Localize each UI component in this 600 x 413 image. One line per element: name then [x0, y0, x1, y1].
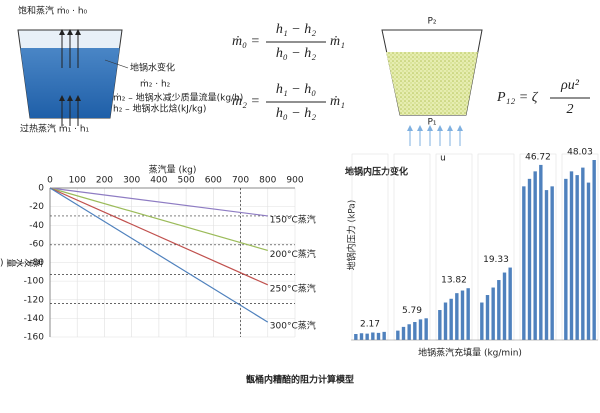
x-tick-label: 400 [150, 176, 167, 186]
bar [533, 171, 537, 340]
right-vessel [381, 29, 483, 146]
series-line [49, 187, 269, 323]
top-label: 饱和蒸汽 ṁ₀ · h₀ [18, 5, 88, 17]
series-line [49, 187, 269, 286]
bar [564, 178, 568, 340]
series-label: 200°C蒸汽 [270, 248, 316, 260]
bar [497, 280, 501, 340]
denominator: 2 [567, 102, 574, 117]
numerator: h₁ − h₂ [276, 22, 316, 37]
y-tick-label: -160 [24, 333, 45, 343]
value-label: 46.72 [525, 152, 551, 162]
y-axis-title: 地锅内压力 (kPa) [346, 200, 358, 271]
bar [443, 302, 448, 340]
bar [455, 293, 459, 340]
bar [550, 186, 554, 340]
series-line [49, 187, 268, 251]
x-tick-label: 0 [47, 176, 53, 186]
x-tick-label: 100 [69, 176, 86, 186]
value-label: 19.33 [483, 255, 509, 265]
bar [581, 167, 585, 340]
x-tick-label: 300 [123, 176, 140, 186]
bar [418, 319, 423, 340]
x-tick-label: 900 [286, 176, 303, 186]
series-label: 150°C蒸汽 [270, 213, 316, 225]
bar [382, 331, 386, 340]
bar [466, 288, 470, 340]
bottom-label: 过热蒸汽 ṁ₁ · h₁ [20, 123, 90, 135]
series-label: 250°C蒸汽 [270, 282, 316, 294]
value-label: 5.79 [402, 306, 422, 316]
x-tick-label: 700 [232, 176, 249, 186]
bar [502, 272, 507, 340]
series-label: 300°C蒸汽 [270, 320, 316, 332]
y-tick-label: -60 [29, 239, 44, 249]
equation-lhs: ṁ₀ = [232, 34, 260, 49]
y-tick-label: -100 [24, 277, 45, 287]
equation-lhs: P₁₂ = ζ [496, 90, 539, 105]
y-tick-label: 0 [38, 184, 44, 194]
bar [424, 318, 428, 340]
flow-label: u [440, 154, 446, 164]
left-vessel [17, 29, 129, 126]
bar [522, 186, 526, 340]
y-tick-label: -120 [24, 295, 45, 305]
bar [592, 160, 596, 340]
y-tick-label: -20 [29, 202, 44, 212]
equation-factor: ṁ₁ [330, 94, 345, 109]
bar [491, 287, 495, 340]
y-axis-title: 蒸发水量 (kg) [0, 257, 43, 268]
bar [539, 164, 543, 340]
y-tick-label: -140 [24, 314, 45, 324]
x-axis-title: 地锅蒸汽充填量 (kg/min) [418, 347, 522, 359]
bar [575, 175, 579, 340]
bar [401, 326, 406, 340]
value-label: 2.17 [360, 319, 380, 329]
bar [527, 178, 532, 340]
x-tick-label: 800 [259, 176, 276, 186]
bar [365, 333, 369, 340]
bar [359, 333, 364, 340]
legend-line: ṁ₂ – 地锅水减少质量流量(kg/h) [113, 92, 243, 104]
bar [354, 334, 358, 340]
water-label: 地锅水变化 [130, 62, 175, 74]
bar [480, 302, 484, 340]
x-axis-title: 蒸汽量 (kg) [149, 164, 197, 176]
equation-factor: ṁ₁ [330, 34, 345, 49]
bar [460, 290, 465, 340]
bar [485, 295, 490, 340]
bar [569, 171, 574, 340]
x-tick-label: 600 [205, 176, 222, 186]
denominator: h₀ − h₂ [276, 106, 316, 121]
bar [586, 182, 591, 340]
numerator: ρu² [560, 78, 580, 93]
p2-label: P₂ [427, 17, 436, 27]
bar [544, 190, 549, 340]
water-symbol: ṁ₂ · h₂ [140, 80, 171, 90]
y-tick-label: -80 [29, 258, 44, 268]
x-tick-label: 500 [178, 176, 195, 186]
equation-lhs: ṁ₂ = [232, 94, 260, 109]
bar [407, 324, 411, 340]
legend-line: h₂ – 地锅水比焓(kJ/kg) [113, 103, 206, 115]
bar [438, 310, 442, 340]
value-label: 48.03 [567, 148, 593, 158]
value-label: 13.82 [441, 276, 467, 286]
bar [449, 298, 453, 340]
y-tick-label: -40 [29, 221, 44, 231]
bar [376, 332, 381, 340]
numerator: h₁ − h₀ [276, 82, 316, 97]
bar [371, 332, 375, 340]
chart-title: 地锅内压力变化 [345, 166, 408, 178]
series-line [49, 187, 268, 217]
bar [396, 330, 400, 340]
denominator: h₀ − h₂ [276, 46, 316, 61]
p1-label: P₁ [427, 118, 436, 128]
x-tick-label: 200 [96, 176, 113, 186]
caption: 甑桶内糟醅的阻力计算模型 [246, 374, 354, 386]
bar [413, 322, 417, 340]
bar [508, 267, 512, 340]
